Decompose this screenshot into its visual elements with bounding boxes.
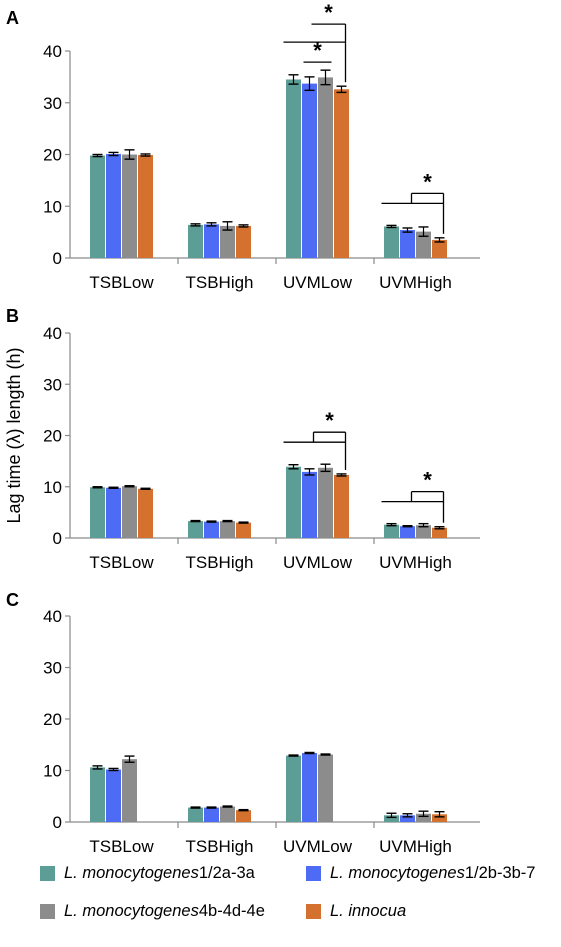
y-tick-label-1-0: 0 xyxy=(53,249,62,268)
x-tick-label-3-2: UVMLow xyxy=(283,837,353,856)
bar-2-1-0 xyxy=(188,521,203,538)
legend-swatch-2 xyxy=(306,866,321,881)
bar-3-3-3 xyxy=(432,814,447,822)
x-tick-label-3-3: UVMHigh xyxy=(379,837,452,856)
bar-1-3-2 xyxy=(416,231,431,258)
y-tick-label-1-2: 20 xyxy=(43,146,62,165)
bar-3-0-1 xyxy=(106,769,121,822)
bar-2-2-0 xyxy=(286,466,301,538)
bar-2-2-2 xyxy=(318,467,333,538)
x-tick-label-1-1: TSBHigh xyxy=(185,273,253,292)
bar-1-1-0 xyxy=(188,224,203,258)
bar-1-2-0 xyxy=(286,79,301,259)
bar-3-2-1 xyxy=(302,752,317,822)
x-tick-label-2-1: TSBHigh xyxy=(185,553,253,572)
bar-2-2-3 xyxy=(334,474,349,538)
legend-swatch-3 xyxy=(40,904,55,919)
legend-item-1: L. monocytogenes 1/2a-3a xyxy=(40,864,255,883)
x-tick-label-1-0: TSBLow xyxy=(89,273,154,292)
sig-star-2-1: * xyxy=(423,468,432,493)
bar-3-2-2 xyxy=(318,754,333,822)
bar-1-0-2 xyxy=(122,154,137,258)
y-tick-label-3-3: 30 xyxy=(43,659,62,678)
y-tick-label-1-1: 10 xyxy=(43,197,62,216)
legend: L. monocytogenes 1/2a-3a L. monocytogene… xyxy=(0,852,561,947)
bar-1-3-0 xyxy=(384,226,399,258)
y-tick-label-2-2: 20 xyxy=(43,427,62,446)
legend-serotype-3: 4b-4d-4e xyxy=(198,902,265,920)
bar-2-0-1 xyxy=(106,487,121,538)
bar-3-3-1 xyxy=(400,815,415,822)
bar-3-1-0 xyxy=(188,807,203,822)
legend-serotype-2: 1/2b-3b-7 xyxy=(464,864,536,882)
y-tick-label-3-0: 0 xyxy=(53,813,62,832)
bar-2-0-2 xyxy=(122,486,137,538)
y-tick-label-3-1: 10 xyxy=(43,762,62,781)
y-tick-label-1-4: 40 xyxy=(43,42,62,61)
y-tick-label-2-4: 40 xyxy=(43,324,62,343)
sig-star-2-0: * xyxy=(325,408,334,433)
bar-1-0-1 xyxy=(106,153,121,258)
bar-1-3-3 xyxy=(432,239,447,258)
bar-2-0-0 xyxy=(90,487,105,538)
legend-species-2: L. monocytogenes xyxy=(330,864,465,882)
legend-species-1: L. monocytogenes xyxy=(64,864,199,882)
bar-1-2-2 xyxy=(318,77,333,258)
x-tick-label-1-2: UVMLow xyxy=(283,273,353,292)
bar-2-1-1 xyxy=(204,521,219,538)
bar-2-1-3 xyxy=(236,522,251,538)
bar-2-3-1 xyxy=(400,526,415,538)
panel-label-C: C xyxy=(6,590,19,610)
y-tick-label-1-3: 30 xyxy=(43,94,62,113)
legend-species-3: L. monocytogenes xyxy=(64,902,199,920)
y-tick-label-2-0: 0 xyxy=(53,529,62,548)
x-tick-label-1-3: UVMHigh xyxy=(379,273,452,292)
bar-1-1-3 xyxy=(236,225,251,258)
bar-2-2-1 xyxy=(302,471,317,538)
bar-2-1-2 xyxy=(220,521,235,538)
bar-2-3-3 xyxy=(432,527,447,538)
bar-3-1-3 xyxy=(236,810,251,822)
bar-1-2-3 xyxy=(334,89,349,258)
bar-1-1-1 xyxy=(204,224,219,258)
bar-3-3-2 xyxy=(416,813,431,822)
x-tick-label-2-0: TSBLow xyxy=(89,553,154,572)
bar-3-3-0 xyxy=(384,815,399,822)
bar-3-2-0 xyxy=(286,755,301,822)
bar-1-1-2 xyxy=(220,225,235,258)
legend-species-4: L. innocua xyxy=(330,902,407,920)
panel-label-B: B xyxy=(6,306,19,326)
x-tick-label-2-3: UVMHigh xyxy=(379,553,452,572)
bar-2-3-0 xyxy=(384,524,399,538)
bar-1-2-1 xyxy=(302,83,317,258)
x-tick-label-3-1: TSBHigh xyxy=(185,837,253,856)
x-tick-label-3-0: TSBLow xyxy=(89,837,154,856)
bar-3-0-0 xyxy=(90,767,105,822)
y-tick-label-2-3: 30 xyxy=(43,375,62,394)
bar-1-3-1 xyxy=(400,230,415,258)
legend-swatch-1 xyxy=(40,866,55,881)
legend-serotype-1: 1/2a-3a xyxy=(198,864,255,882)
sig-star-1-2: * xyxy=(423,169,432,194)
legend-item-4: L. innocua xyxy=(306,902,406,921)
bar-2-3-2 xyxy=(416,525,431,538)
y-axis-title: Lag time (λ) length (h) xyxy=(4,347,24,523)
legend-swatch-4 xyxy=(306,904,321,919)
panel-label-A: A xyxy=(6,8,19,28)
y-tick-label-2-1: 10 xyxy=(43,478,62,497)
sig-star-1-1: * xyxy=(313,38,322,63)
bar-3-1-1 xyxy=(204,807,219,822)
bar-1-0-3 xyxy=(138,155,153,258)
legend-item-2: L. monocytogenes 1/2b-3b-7 xyxy=(306,864,535,883)
y-tick-label-3-4: 40 xyxy=(43,607,62,626)
bar-2-0-3 xyxy=(138,488,153,538)
sig-star-1-0: * xyxy=(324,0,333,25)
bar-3-0-2 xyxy=(122,759,137,822)
y-tick-label-3-2: 20 xyxy=(43,710,62,729)
bar-3-1-2 xyxy=(220,806,235,822)
legend-item-3: L. monocytogenes 4b-4d-4e xyxy=(40,902,265,921)
x-tick-label-2-2: UVMLow xyxy=(283,553,353,572)
bar-1-0-0 xyxy=(90,155,105,258)
